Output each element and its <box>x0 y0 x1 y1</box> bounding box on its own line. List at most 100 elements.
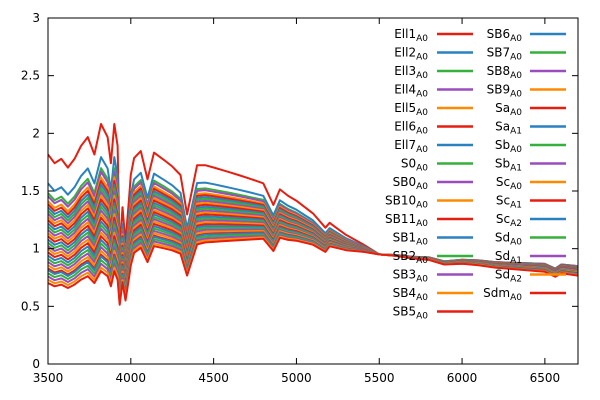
legend-label-main: Sdm <box>483 286 510 300</box>
legend-label: ScA0 <box>496 175 522 192</box>
legend-label-main: Sd <box>495 249 510 263</box>
legend-label-main: Sc <box>496 212 510 226</box>
x-tick-label: 3500 <box>33 371 64 385</box>
legend-label: Ell1A0 <box>394 27 428 44</box>
legend-label-main: S0 <box>401 157 416 171</box>
legend-label-main: Sc <box>496 194 510 208</box>
legend-label: SB3A0 <box>393 268 429 285</box>
legend-label: SaA1 <box>495 120 522 137</box>
legend-label-sub: A0 <box>510 145 522 155</box>
legend-label-sub: A0 <box>510 71 522 81</box>
legend-label-main: Sd <box>495 231 510 245</box>
legend-label: SdA1 <box>495 249 522 266</box>
legend-label-sub: A0 <box>416 145 428 155</box>
legend-label: SdA2 <box>495 268 522 285</box>
y-tick-label: 3 <box>32 11 40 25</box>
legend-item: SB6A0 <box>487 27 566 44</box>
axes: 3500 4000 4500 5000 5500 6000 6500 0 0.5 1 1.5 2 2.5… <box>21 11 578 385</box>
legend-item: Ell1A0 <box>394 27 473 44</box>
x-tick-label: 5000 <box>281 371 312 385</box>
legend-label: SdmA0 <box>483 286 522 303</box>
legend-item: SbA1 <box>495 157 566 174</box>
x-tick-label: 5500 <box>364 371 395 385</box>
legend-label: S0A0 <box>401 157 428 174</box>
legend-item: SdmA0 <box>483 286 566 303</box>
legend-item: Ell2A0 <box>394 46 473 63</box>
legend-item: SB2A0 <box>393 249 473 266</box>
legend-label-sub: A0 <box>416 275 428 285</box>
legend-item: SB1A0 <box>393 231 473 248</box>
legend-label-sub: A0 <box>416 34 428 44</box>
legend-item: SB0A0 <box>393 175 473 192</box>
legend-label-main: Sa <box>495 120 510 134</box>
legend-label: SB2A0 <box>393 249 429 266</box>
legend-label-sub: A0 <box>510 182 522 192</box>
legend-item: SaA0 <box>495 101 566 118</box>
y-tick-label: 2 <box>32 126 40 140</box>
legend-label-sub: A2 <box>510 219 522 229</box>
legend-label: SbA0 <box>495 138 522 155</box>
series-layer <box>48 123 578 306</box>
legend-label: SdA0 <box>495 231 522 248</box>
legend-label: SaA0 <box>495 101 522 118</box>
legend-label-sub: A0 <box>416 127 428 137</box>
legend-label: Ell5A0 <box>394 101 428 118</box>
legend-label: SB0A0 <box>393 175 429 192</box>
legend-label-main: Sb <box>495 157 510 171</box>
legend-label-main: SB3 <box>393 268 416 282</box>
legend-label: SB10A0 <box>385 194 428 211</box>
legend-label-main: Ell7 <box>394 138 416 152</box>
legend-item: Ell4A0 <box>394 83 473 100</box>
legend-label-sub: A0 <box>416 312 428 322</box>
legend-label-main: SB2 <box>393 249 416 263</box>
legend-item: SB3A0 <box>393 268 473 285</box>
legend-label-sub: A0 <box>416 201 428 211</box>
legend-label-main: SB9 <box>487 83 510 97</box>
legend-label-sub: A0 <box>416 53 428 63</box>
legend-label-main: SB6 <box>487 27 510 41</box>
legend-label: SB6A0 <box>487 27 523 44</box>
x-tick-label: 4000 <box>116 371 147 385</box>
legend-label-main: Ell1 <box>394 27 416 41</box>
legend-label: SB1A0 <box>393 231 429 248</box>
legend-label-main: Ell3 <box>394 64 416 78</box>
x-tick-label: 6500 <box>530 371 561 385</box>
legend-item: SaA1 <box>495 120 566 137</box>
legend-label-sub: A0 <box>416 219 428 229</box>
legend-item: SdA0 <box>495 231 566 248</box>
legend-item: SdA2 <box>495 268 566 285</box>
legend-label-sub: A1 <box>510 127 522 137</box>
legend-item: SB5A0 <box>393 305 473 322</box>
legend-item: ScA0 <box>496 175 566 192</box>
legend-label-sub: A0 <box>416 71 428 81</box>
legend-label-sub: A0 <box>416 90 428 100</box>
legend-label-main: Sc <box>496 175 510 189</box>
legend-item: Ell3A0 <box>394 64 473 81</box>
legend-label: ScA2 <box>496 212 522 229</box>
y-tick-label: 0 <box>32 357 40 371</box>
legend-label-sub: A2 <box>510 275 522 285</box>
legend-label-main: Sd <box>495 268 510 282</box>
legend-label: Ell6A0 <box>394 120 428 137</box>
legend-label: SB9A0 <box>487 83 523 100</box>
legend-label-main: SB4 <box>393 286 416 300</box>
legend-label: Ell4A0 <box>394 83 428 100</box>
y-tick-label: 1.5 <box>21 184 40 198</box>
legend-item: SB10A0 <box>385 194 473 211</box>
legend-item: ScA1 <box>496 194 566 211</box>
legend-label-main: Ell5 <box>394 101 416 115</box>
legend-label-main: SB7 <box>487 46 510 60</box>
y-tick-label: 1 <box>32 242 40 256</box>
legend-label-main: Ell4 <box>394 83 416 97</box>
legend: Ell1A0Ell2A0Ell3A0Ell4A0Ell5A0Ell6A0Ell7… <box>385 27 566 322</box>
legend-label-sub: A0 <box>416 182 428 192</box>
legend-label-sub: A0 <box>510 53 522 63</box>
legend-label-sub: A0 <box>416 256 428 266</box>
legend-label-main: SB0 <box>393 175 416 189</box>
legend-item: ScA2 <box>496 212 566 229</box>
legend-item: SB11A0 <box>385 212 473 229</box>
legend-label: Ell2A0 <box>394 46 428 63</box>
legend-item: Ell6A0 <box>394 120 473 137</box>
legend-label-sub: A0 <box>416 238 428 248</box>
